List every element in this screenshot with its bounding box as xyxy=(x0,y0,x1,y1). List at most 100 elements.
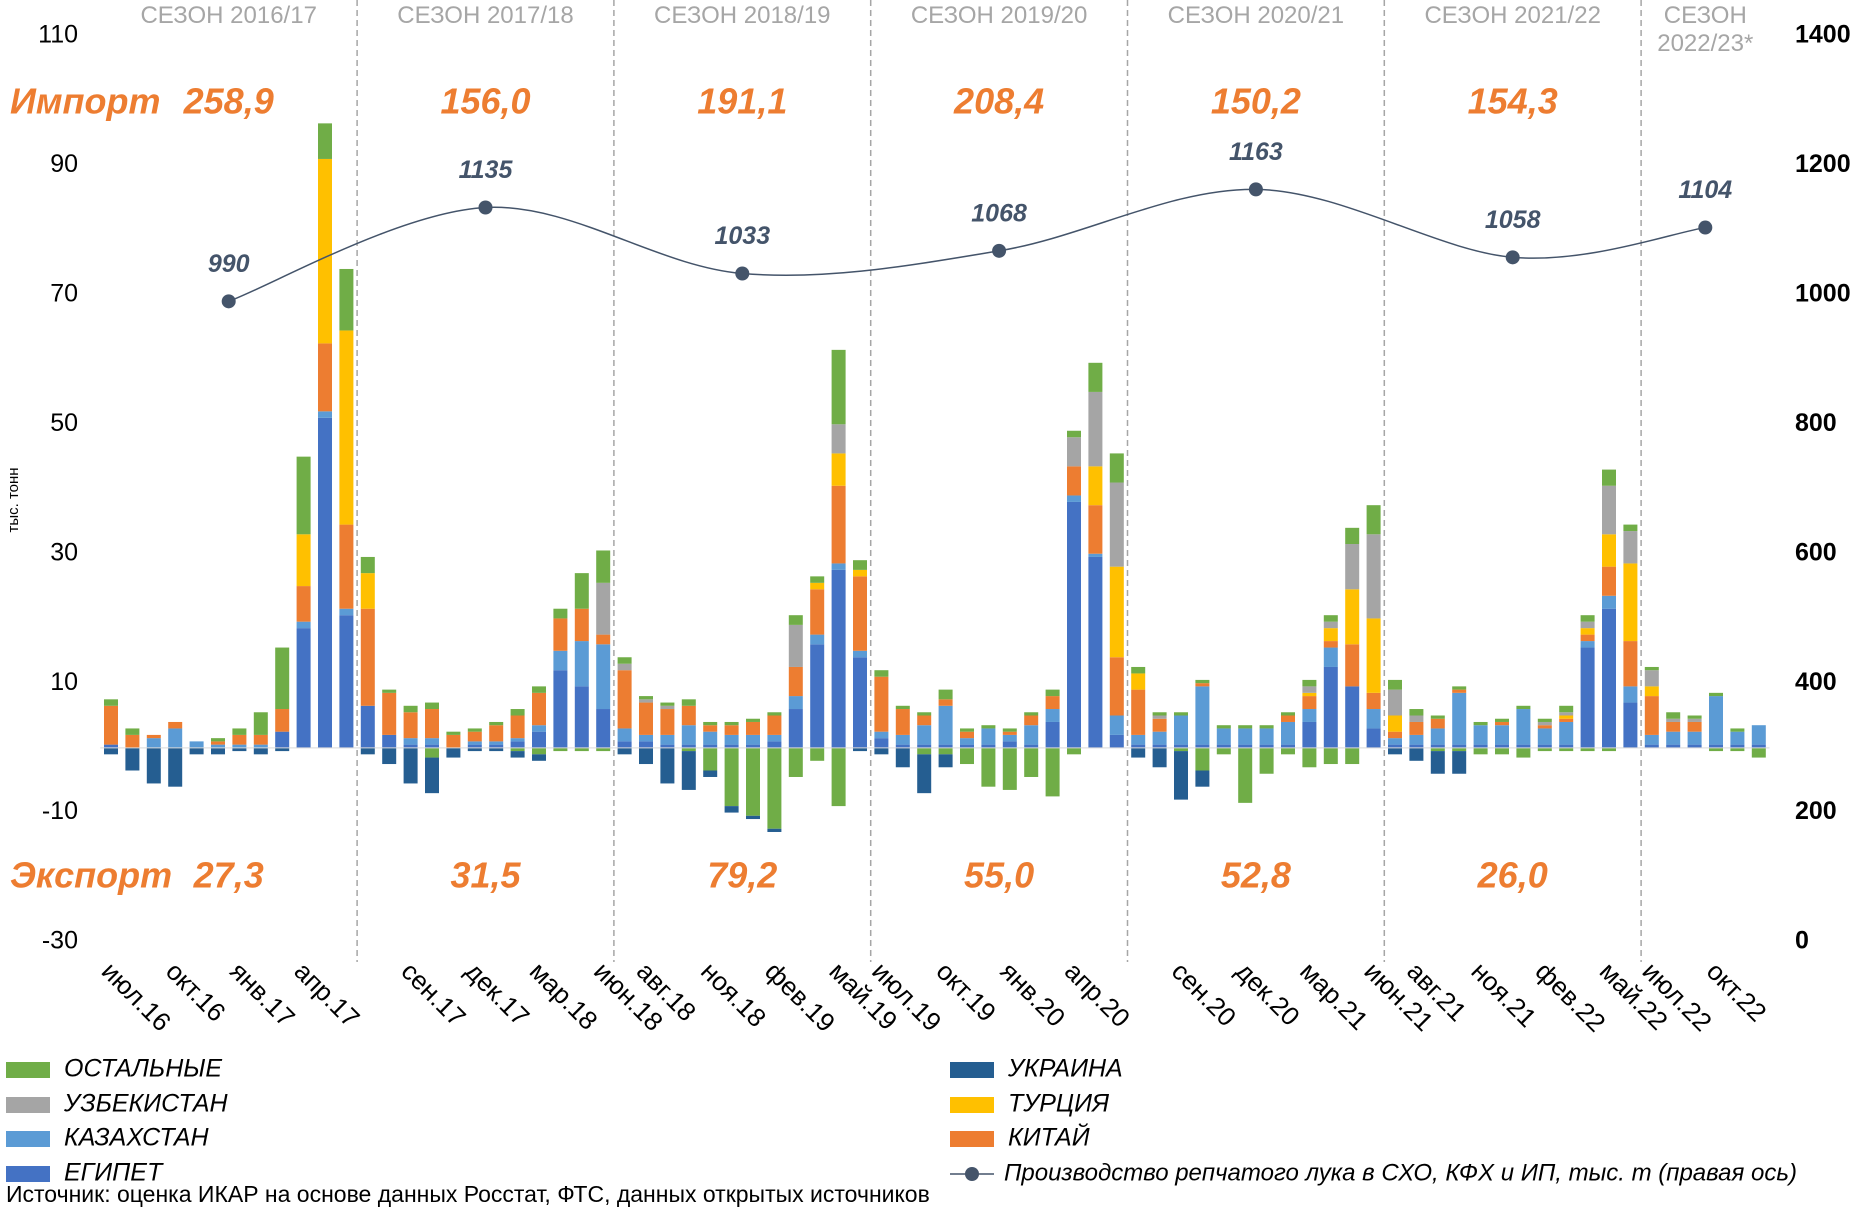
bar-segment xyxy=(596,582,611,635)
bar-segment xyxy=(1623,563,1638,642)
bar-segment xyxy=(532,686,546,693)
x-tick-label: дек.17 xyxy=(460,956,536,1032)
bar-segment xyxy=(1259,725,1274,729)
bar-segment xyxy=(403,744,418,748)
bar-segment xyxy=(767,712,782,716)
bar-segment xyxy=(1366,728,1381,748)
bar-segment xyxy=(917,712,932,716)
bar-segment xyxy=(895,744,910,748)
bar-segment xyxy=(318,123,332,159)
bar-segment xyxy=(1495,744,1509,748)
bar-segment xyxy=(553,650,568,671)
export-bar-segment xyxy=(1195,747,1210,771)
x-tick-label: сен.20 xyxy=(1166,956,1242,1032)
legend-label: УЗБЕКИСТАН xyxy=(63,1090,229,1118)
bar-segment xyxy=(981,744,996,748)
bar-segment xyxy=(339,615,354,748)
export-bar-segment xyxy=(1259,747,1274,774)
season-label: СЕЗОН 2017/18 xyxy=(397,2,574,29)
bar-segment xyxy=(895,734,910,745)
bar-segment xyxy=(1323,641,1338,648)
bar-segment xyxy=(1259,744,1274,748)
export-bar-segment xyxy=(703,747,718,771)
export-bar-segment xyxy=(1045,747,1060,797)
export-bar-segment xyxy=(211,747,225,755)
legend-marker xyxy=(965,1167,979,1181)
bar-segment xyxy=(253,744,268,748)
y-tick-label: 110 xyxy=(38,21,78,49)
season-export: 31,5 xyxy=(450,855,521,896)
bar-segment xyxy=(938,744,953,748)
y2-tick-label: 0 xyxy=(1795,927,1809,955)
bar-segment xyxy=(1644,686,1659,697)
bar-segment xyxy=(1537,721,1552,726)
bar-segment xyxy=(296,621,311,629)
bar-segment xyxy=(1345,544,1360,590)
bar-segment xyxy=(1238,744,1253,748)
bar-segment xyxy=(1623,531,1638,564)
export-bar-segment xyxy=(917,754,932,794)
bar-segment xyxy=(767,741,782,748)
bar-segment xyxy=(1559,721,1574,745)
production-point xyxy=(735,266,750,281)
y-tick-label: 90 xyxy=(50,150,78,178)
production-point xyxy=(992,243,1007,258)
export-bar-segment xyxy=(1216,747,1231,755)
bar-segment xyxy=(1409,744,1424,748)
bar-segment xyxy=(425,738,439,745)
bar-segment xyxy=(1345,589,1360,645)
bar-segment xyxy=(831,453,846,486)
bar-segment xyxy=(146,738,161,748)
bar-segment xyxy=(403,705,418,713)
bar-segment xyxy=(1002,728,1017,732)
production-line xyxy=(228,188,1706,303)
export-bar-segment xyxy=(425,757,439,794)
bar-segment xyxy=(746,744,760,748)
bar-segment xyxy=(1067,437,1081,467)
bar-segment xyxy=(1473,721,1488,726)
export-bar-segment xyxy=(938,747,953,755)
y2-tick-label: 400 xyxy=(1795,668,1837,696)
bar-segment xyxy=(532,725,546,732)
bar-segment xyxy=(1045,696,1060,710)
export-bar-segment xyxy=(1430,747,1445,752)
export-bar-segment xyxy=(960,747,974,765)
bar-segment xyxy=(510,741,525,748)
bar-segment xyxy=(1709,696,1723,745)
y-tick-label: 70 xyxy=(50,279,78,307)
bar-segment xyxy=(1409,709,1424,716)
bar-segment xyxy=(660,744,675,748)
bar-segment xyxy=(1366,618,1381,693)
bar-segment xyxy=(168,728,183,748)
export-bar-segment xyxy=(1323,747,1338,765)
export-bar-segment xyxy=(938,754,953,768)
bar-segment xyxy=(532,692,546,726)
export-bar-segment xyxy=(853,747,867,752)
bar-segment xyxy=(1088,553,1103,557)
bar-segment xyxy=(703,721,718,726)
bar-segment xyxy=(275,731,290,748)
production-point xyxy=(1248,182,1263,197)
bar-segment xyxy=(168,721,183,729)
bar-segment xyxy=(681,744,696,748)
bar-segment xyxy=(1088,391,1103,467)
bar-segment xyxy=(1623,641,1638,687)
export-bar-segment xyxy=(681,747,696,752)
production-point xyxy=(1505,250,1520,265)
bar-segment xyxy=(1409,715,1424,722)
export-bar-segment xyxy=(1302,747,1317,768)
bar-segment xyxy=(874,670,889,677)
bar-segment xyxy=(1430,728,1445,745)
bar-segment xyxy=(446,731,461,735)
export-bar-segment xyxy=(1195,770,1210,787)
bar-segment xyxy=(1666,731,1681,745)
bar-segment xyxy=(660,702,675,706)
bar-segment xyxy=(1602,608,1616,748)
bar-segment xyxy=(1366,534,1381,619)
bar-segment xyxy=(895,705,910,710)
bar-segment xyxy=(660,734,675,745)
y2-tick-label: 1200 xyxy=(1795,150,1851,178)
y2-tick-label: 1400 xyxy=(1795,21,1851,49)
bar-segment xyxy=(810,576,825,583)
